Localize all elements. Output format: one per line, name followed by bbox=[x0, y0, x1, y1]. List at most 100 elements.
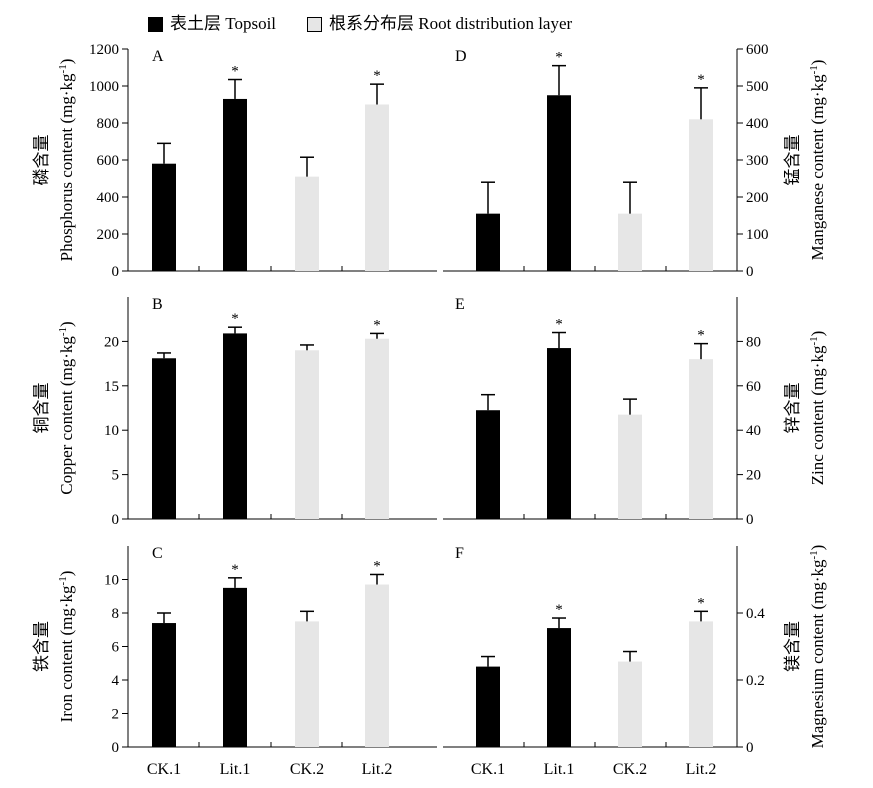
y-tick-label: 0.2 bbox=[746, 673, 765, 689]
bar-lit-2 bbox=[365, 104, 389, 271]
significance-star: * bbox=[555, 317, 563, 333]
panel-b: B 0 5 10 15 20 * * 铜含量 Copper content (mg·kg-1) bbox=[32, 296, 437, 528]
y-tick-label: 200 bbox=[97, 227, 120, 243]
legend-swatch-root bbox=[307, 16, 322, 32]
y-tick-label: 1200 bbox=[89, 42, 119, 58]
y-tick-label: 10 bbox=[104, 573, 119, 589]
significance-star: * bbox=[697, 72, 705, 88]
panel-a: A 0 200 400 600 800 1000 1200 * * 磷含量 Phosphorus co… bbox=[32, 42, 437, 280]
legend-item-root: 根系分布层 Root distribution layer bbox=[307, 14, 572, 34]
y-axis-label-en: Iron content (mg·kg-1) bbox=[57, 571, 76, 723]
y-axis-label-en: Phosphorus content (mg·kg-1) bbox=[57, 59, 76, 262]
bar-ck-1 bbox=[476, 213, 500, 271]
bar-ck-2 bbox=[295, 350, 319, 519]
bar-lit-2 bbox=[365, 584, 389, 747]
y-axis-label-cn: 镁含量 bbox=[783, 621, 802, 672]
y-tick-label: 0 bbox=[746, 740, 754, 756]
y-axis-label-en: Magnesium content (mg·kg-1) bbox=[808, 545, 827, 749]
panel-label: E bbox=[455, 296, 465, 313]
bar-lit-1 bbox=[547, 95, 571, 271]
significance-star: * bbox=[231, 562, 239, 578]
y-tick-label: 0 bbox=[112, 512, 120, 528]
panel-label: B bbox=[152, 296, 163, 313]
y-tick-label: 8 bbox=[112, 606, 120, 622]
y-tick-label: 500 bbox=[746, 79, 769, 95]
x-tick-label: Lit.1 bbox=[544, 761, 575, 778]
x-tick-label: Lit.2 bbox=[362, 761, 393, 778]
significance-star: * bbox=[555, 50, 563, 66]
y-tick-label: 0 bbox=[112, 264, 120, 280]
significance-star: * bbox=[697, 595, 705, 611]
x-tick-label: CK.1 bbox=[147, 761, 181, 778]
bar-ck-2 bbox=[618, 661, 642, 747]
panel-f: F 0 0.2 0.4 * * 镁含量 Magnesium content (mg·kg-1)… bbox=[443, 545, 827, 778]
y-tick-label: 6 bbox=[112, 640, 120, 656]
panel-e: E 0 20 40 60 80 * * 锌含量 Zinc content (mg·kg-1) bbox=[443, 296, 827, 528]
bar-ck-1 bbox=[152, 358, 176, 519]
panel-label: F bbox=[455, 545, 464, 562]
bar-ck-2 bbox=[618, 213, 642, 271]
bar-ck-2 bbox=[295, 176, 319, 271]
legend-label-root: 根系分布层 Root distribution layer bbox=[329, 14, 573, 33]
panel-d: D 0 100 200 300 400 500 600 * * 锰含量 Manganese conte… bbox=[443, 42, 827, 280]
y-tick-label: 400 bbox=[97, 190, 120, 206]
panel-label: D bbox=[455, 48, 467, 65]
legend-item-topsoil: 表土层 Topsoil bbox=[148, 14, 276, 34]
y-tick-label: 15 bbox=[104, 379, 119, 395]
y-tick-label: 20 bbox=[104, 334, 119, 350]
x-tick-label: Lit.2 bbox=[686, 761, 717, 778]
significance-star: * bbox=[373, 558, 381, 574]
bar-lit-2 bbox=[689, 621, 713, 747]
bar-ck-1 bbox=[476, 410, 500, 519]
panel-label: C bbox=[152, 545, 163, 562]
x-tick-label: CK.1 bbox=[471, 761, 505, 778]
significance-star: * bbox=[231, 64, 239, 80]
bar-lit-1 bbox=[547, 348, 571, 519]
y-tick-label: 40 bbox=[746, 423, 761, 439]
bar-lit-1 bbox=[223, 333, 247, 519]
y-tick-label: 0 bbox=[112, 740, 120, 756]
bar-lit-1 bbox=[223, 587, 247, 747]
y-tick-label: 2 bbox=[112, 707, 120, 723]
bar-lit-1 bbox=[547, 628, 571, 747]
y-tick-label: 20 bbox=[746, 468, 761, 484]
y-axis-label-cn: 铜含量 bbox=[32, 383, 51, 434]
bar-ck-1 bbox=[152, 623, 176, 747]
y-tick-label: 60 bbox=[746, 379, 761, 395]
y-axis-label-cn: 锰含量 bbox=[783, 135, 802, 186]
y-tick-label: 5 bbox=[112, 468, 120, 484]
bar-lit-2 bbox=[689, 119, 713, 271]
y-tick-label: 10 bbox=[104, 423, 119, 439]
y-tick-label: 300 bbox=[746, 153, 769, 169]
y-tick-label: 400 bbox=[746, 116, 769, 132]
y-axis-label-cn: 锌含量 bbox=[783, 383, 802, 434]
y-axis-label-en: Zinc content (mg·kg-1) bbox=[808, 331, 827, 486]
bar-ck-1 bbox=[152, 163, 176, 271]
legend-label-topsoil: 表土层 Topsoil bbox=[170, 14, 277, 33]
y-tick-label: 600 bbox=[746, 42, 769, 58]
panel-c: C 0 2 4 6 8 10 * * 铁含量 Iron content (mg·kg-1) CK.1 L… bbox=[32, 545, 437, 778]
y-tick-label: 200 bbox=[746, 190, 769, 206]
significance-star: * bbox=[555, 602, 563, 618]
y-tick-label: 0 bbox=[746, 512, 754, 528]
bar-lit-1 bbox=[223, 98, 247, 271]
legend: 表土层 Topsoil 根系分布层 Root distribution laye… bbox=[0, 0, 873, 40]
bar-lit-2 bbox=[689, 359, 713, 519]
y-axis-label-cn: 磷含量 bbox=[32, 135, 51, 186]
y-axis-label-en: Manganese content (mg·kg-1) bbox=[808, 60, 827, 261]
bar-lit-2 bbox=[365, 338, 389, 519]
y-tick-label: 1000 bbox=[89, 79, 119, 95]
y-tick-label: 0.4 bbox=[746, 606, 765, 622]
x-tick-label: CK.2 bbox=[290, 761, 324, 778]
y-axis-label-cn: 铁含量 bbox=[32, 621, 51, 672]
significance-star: * bbox=[373, 68, 381, 84]
bar-ck-2 bbox=[618, 414, 642, 519]
y-tick-label: 800 bbox=[97, 116, 120, 132]
significance-star: * bbox=[697, 328, 705, 344]
x-tick-label: Lit.1 bbox=[220, 761, 251, 778]
y-axis-label-en: Copper content (mg·kg-1) bbox=[57, 321, 76, 494]
y-tick-label: 600 bbox=[97, 153, 120, 169]
significance-star: * bbox=[373, 317, 381, 333]
bar-ck-2 bbox=[295, 621, 319, 747]
